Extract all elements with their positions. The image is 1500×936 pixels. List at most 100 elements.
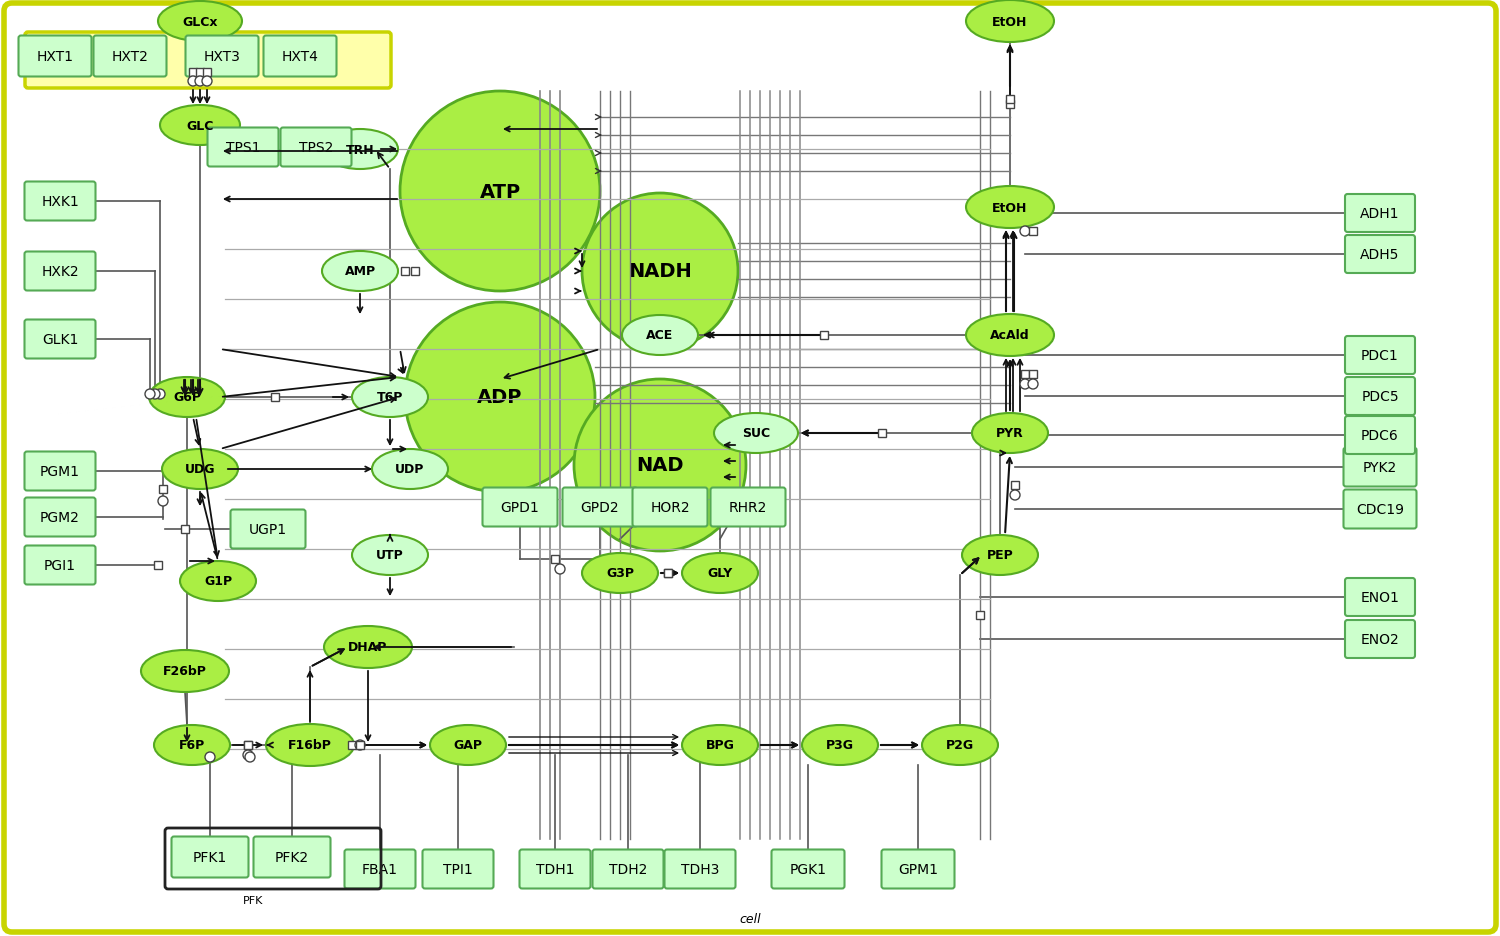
Text: HXT1: HXT1 [36, 50, 74, 64]
Text: EtOH: EtOH [993, 201, 1028, 214]
Ellipse shape [966, 187, 1054, 228]
FancyBboxPatch shape [171, 837, 249, 878]
Ellipse shape [430, 725, 506, 766]
Ellipse shape [682, 553, 758, 593]
Bar [244, 741, 252, 749]
Text: HXK2: HXK2 [40, 265, 80, 279]
FancyBboxPatch shape [562, 488, 638, 527]
FancyBboxPatch shape [207, 128, 279, 168]
Circle shape [146, 389, 154, 400]
Bar [1007, 95, 1014, 104]
Bar [664, 569, 672, 578]
Text: CDC19: CDC19 [1356, 503, 1404, 517]
Bar [1029, 227, 1036, 236]
Text: ATP: ATP [480, 183, 520, 201]
Text: PYK2: PYK2 [1364, 461, 1396, 475]
Text: ACE: ACE [646, 329, 674, 343]
Text: AcAld: AcAld [990, 329, 1030, 343]
Ellipse shape [962, 535, 1038, 576]
FancyBboxPatch shape [1346, 236, 1414, 273]
Bar [202, 69, 211, 77]
FancyBboxPatch shape [483, 488, 558, 527]
Ellipse shape [154, 725, 230, 766]
Ellipse shape [148, 377, 225, 417]
Bar [244, 741, 252, 749]
FancyBboxPatch shape [882, 850, 954, 888]
FancyBboxPatch shape [264, 37, 336, 78]
FancyBboxPatch shape [1346, 621, 1414, 658]
FancyBboxPatch shape [519, 850, 591, 888]
Circle shape [1020, 380, 1031, 389]
Text: GLCx: GLCx [183, 16, 218, 28]
Text: DHAP: DHAP [348, 641, 387, 654]
FancyBboxPatch shape [592, 850, 663, 888]
Ellipse shape [622, 315, 698, 356]
FancyBboxPatch shape [1344, 490, 1416, 529]
Text: UDG: UDG [184, 463, 216, 476]
Text: TPS2: TPS2 [298, 140, 333, 154]
Ellipse shape [180, 562, 256, 601]
FancyBboxPatch shape [280, 128, 351, 168]
FancyBboxPatch shape [664, 850, 735, 888]
Text: F26bP: F26bP [164, 665, 207, 678]
FancyBboxPatch shape [24, 498, 96, 537]
Text: PDC6: PDC6 [1360, 429, 1400, 443]
Circle shape [1028, 380, 1038, 389]
Text: NAD: NAD [636, 456, 684, 475]
Text: GLC: GLC [186, 120, 213, 132]
Text: AMP: AMP [345, 265, 375, 278]
Text: cell: cell [740, 913, 760, 926]
Text: ENO1: ENO1 [1360, 591, 1400, 605]
Text: HXT3: HXT3 [204, 50, 240, 64]
Text: P3G: P3G [827, 739, 854, 752]
Ellipse shape [324, 626, 413, 668]
Ellipse shape [682, 725, 758, 766]
Text: TDH3: TDH3 [681, 862, 718, 876]
Ellipse shape [141, 651, 230, 693]
Text: HXT4: HXT4 [282, 50, 318, 64]
Ellipse shape [966, 1, 1054, 43]
Text: UTP: UTP [376, 548, 404, 562]
FancyBboxPatch shape [1346, 377, 1414, 416]
Text: PYR: PYR [996, 427, 1024, 440]
Ellipse shape [352, 535, 428, 576]
Circle shape [188, 77, 198, 87]
Text: ADP: ADP [477, 388, 522, 407]
Bar [356, 741, 364, 749]
FancyBboxPatch shape [1346, 195, 1414, 233]
Bar [182, 525, 189, 534]
Ellipse shape [162, 449, 238, 490]
Text: G3P: G3P [606, 567, 634, 580]
Ellipse shape [352, 377, 428, 417]
Bar [400, 268, 410, 276]
Circle shape [154, 389, 165, 400]
Ellipse shape [582, 553, 658, 593]
FancyBboxPatch shape [24, 546, 96, 585]
Text: PGM1: PGM1 [40, 464, 80, 478]
Text: GPD1: GPD1 [501, 501, 540, 515]
Text: P2G: P2G [946, 739, 974, 752]
Bar [1007, 101, 1014, 109]
Bar [159, 486, 166, 493]
Text: TRH: TRH [345, 143, 375, 156]
Circle shape [555, 564, 566, 575]
Circle shape [158, 496, 168, 506]
Text: TDH2: TDH2 [609, 862, 646, 876]
Text: NADH: NADH [628, 262, 692, 281]
Text: PEP: PEP [987, 548, 1014, 562]
Text: ENO2: ENO2 [1360, 633, 1400, 647]
Text: ADH1: ADH1 [1360, 207, 1400, 221]
Text: T6P: T6P [376, 391, 404, 404]
Text: PDC5: PDC5 [1360, 389, 1400, 403]
Text: BPG: BPG [705, 739, 735, 752]
Circle shape [405, 302, 596, 492]
Text: G6P: G6P [172, 391, 201, 404]
Text: ADH5: ADH5 [1360, 248, 1400, 262]
Circle shape [400, 92, 600, 292]
Circle shape [356, 740, 364, 750]
Text: TPI1: TPI1 [442, 862, 472, 876]
FancyBboxPatch shape [93, 37, 166, 78]
Text: PGM2: PGM2 [40, 510, 80, 524]
Text: UDP: UDP [396, 463, 424, 476]
FancyBboxPatch shape [711, 488, 786, 527]
